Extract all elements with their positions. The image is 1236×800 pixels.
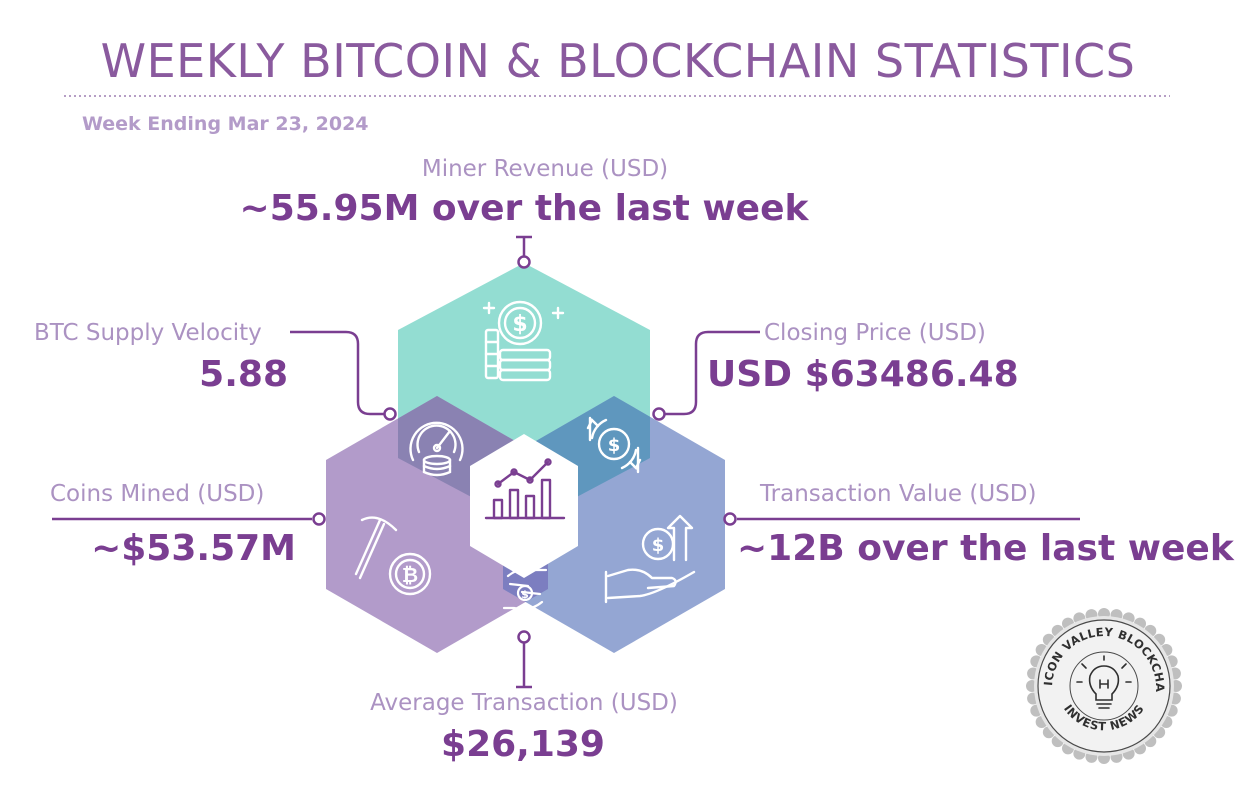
hand-coin-growth-icon: $: [604, 514, 696, 604]
dollar-coin-stack-icon: $: [482, 300, 565, 382]
page-title: WEEKLY BITCOIN & BLOCKCHAIN STATISTICS: [100, 34, 1136, 88]
average-transaction-label: Average Transaction (USD): [370, 690, 678, 716]
title-divider: [64, 95, 1170, 97]
closing-price-value: USD $63486.48: [707, 354, 1019, 395]
svg-text:$: $: [652, 535, 665, 556]
supply-velocity-value: 5.88: [199, 354, 288, 395]
closing-price-label: Closing Price (USD): [764, 320, 986, 346]
svg-text:$: $: [521, 588, 529, 601]
svg-text:₿: ₿: [402, 563, 418, 587]
bar-chart-trend-icon: [484, 458, 566, 520]
coins-mined-label: Coins Mined (USD): [50, 481, 265, 507]
average-transaction-value: $26,139: [441, 724, 605, 765]
dollar-exchange-arrows-icon: $: [586, 416, 642, 474]
silicon-valley-blockchain-seal: SILICON VALLEY BLOCKCHAIN INVEST NEWS: [1022, 604, 1182, 764]
connectors: [52, 235, 1080, 689]
center-hexagon: [470, 434, 578, 578]
transaction-value-value: ~12B over the last week: [737, 528, 1234, 569]
transaction-value-label: Transaction Value (USD): [760, 481, 1037, 507]
svg-text:$: $: [608, 435, 621, 456]
week-ending-label: Week Ending Mar 23, 2024: [82, 113, 369, 135]
miner-revenue-value: ~55.95M over the last week: [239, 188, 809, 229]
pickaxe-bitcoin-icon: ₿: [354, 516, 432, 596]
coins-mined-value: ~$53.57M: [91, 528, 296, 569]
svg-text:$: $: [512, 312, 527, 337]
lightbulb-icon: [1076, 655, 1132, 709]
connector-nodes: [312, 255, 737, 644]
miner-revenue-label: Miner Revenue (USD): [421, 156, 669, 182]
overlap-closing-price: [503, 396, 650, 525]
supply-velocity-label: BTC Supply Velocity: [34, 320, 262, 346]
speedometer-coins-icon: [409, 421, 464, 477]
hands-exchange-coin-icon: $: [502, 567, 548, 611]
